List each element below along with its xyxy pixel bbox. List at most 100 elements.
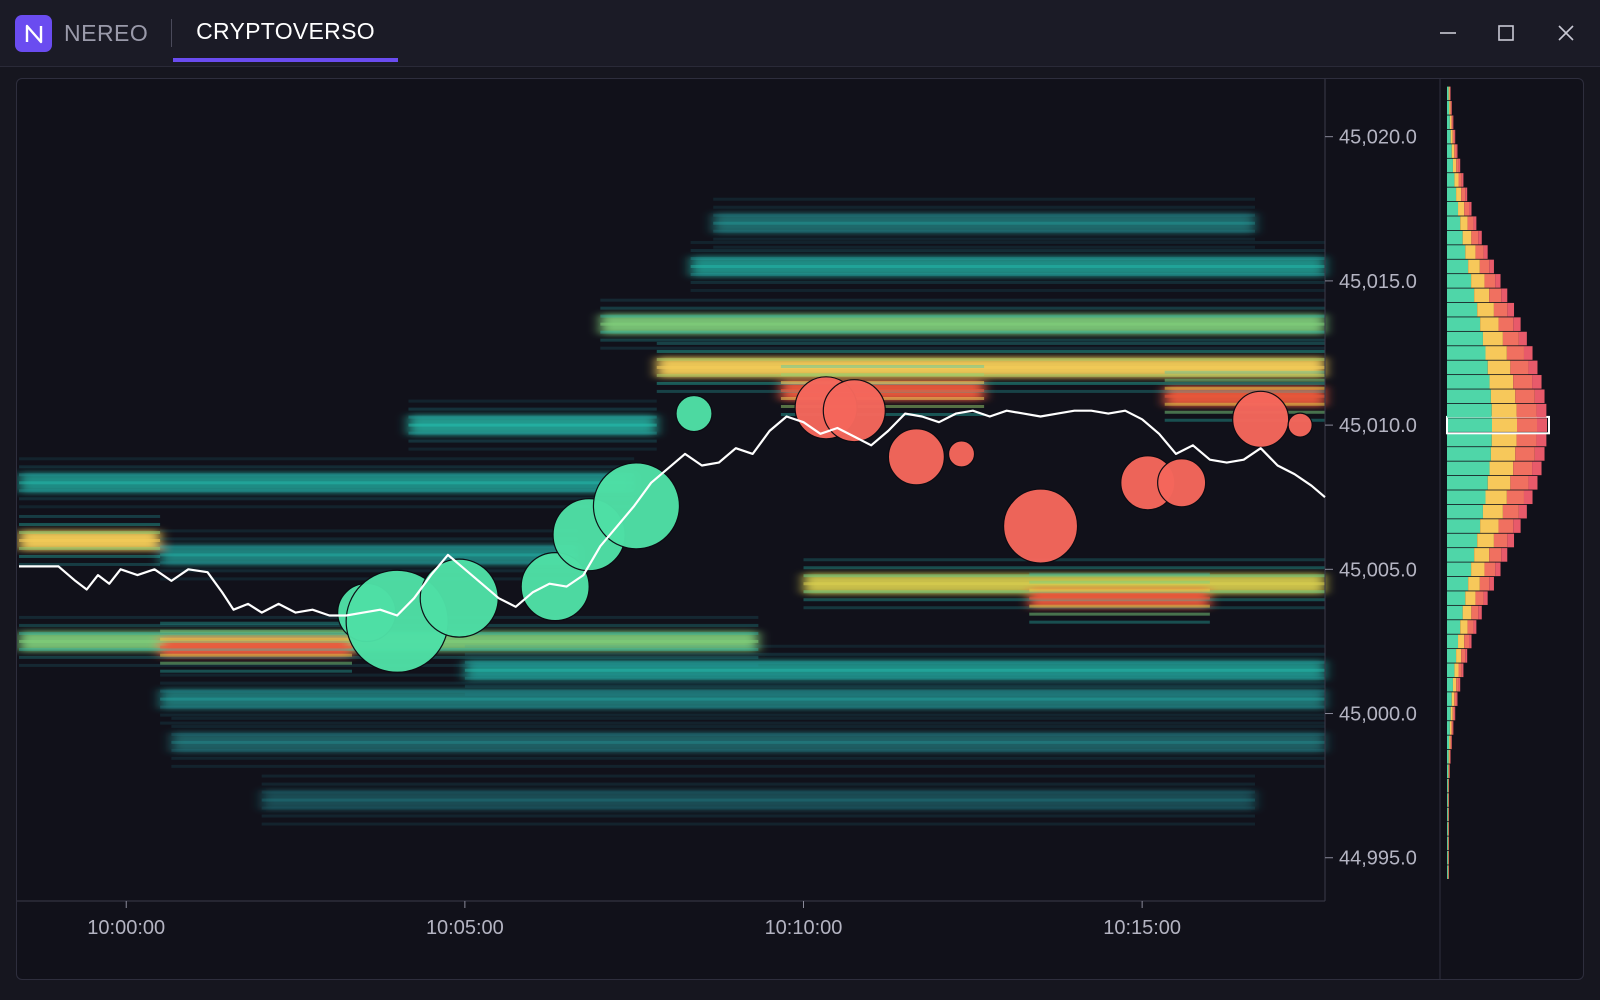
heatmap-band [160, 689, 1326, 710]
volume-profile-bar [1451, 115, 1453, 130]
volume-profile-bar [1447, 504, 1483, 519]
volume-profile-bar [1447, 706, 1451, 721]
volume-profile-bar [1478, 230, 1482, 245]
maximize-button[interactable] [1489, 16, 1523, 50]
volume-profile-bar [1450, 706, 1453, 721]
heatmap-line [261, 798, 1256, 802]
heatmap-line [1164, 386, 1325, 390]
close-button[interactable] [1549, 16, 1583, 50]
heatmap-line [160, 537, 578, 541]
volume-profile-bar [1471, 562, 1485, 577]
volume-profile-bar [1458, 201, 1465, 216]
heatmap-line [600, 306, 1325, 310]
heatmap-line [656, 357, 1325, 361]
volume-profile-bar [1469, 634, 1472, 649]
volume-profile-bar [1458, 158, 1461, 173]
volume-profile-bar [1447, 475, 1488, 490]
volume-profile-bar [1490, 447, 1516, 461]
heatmap-band [713, 213, 1256, 234]
orderbook-heatmap-chart[interactable]: 45,020.0 45,015.0 45,010.0 45,005.0 45,000.0… [17, 79, 1583, 979]
heatmap-line [160, 689, 1326, 693]
volume-profile-bar [1449, 735, 1451, 750]
minimize-icon [1440, 32, 1456, 34]
heatmap-line [690, 240, 1325, 244]
volume-profile-bar [1447, 591, 1466, 605]
volume-profile-bar [1495, 562, 1501, 577]
volume-profile-bar [1454, 706, 1456, 721]
volume-profile-bar [1447, 793, 1448, 807]
heatmap-line [780, 364, 985, 368]
volume-profile-bar [1489, 576, 1494, 591]
volume-profile-bar [1465, 591, 1476, 605]
app-name: NEREO [64, 20, 149, 46]
heatmap-line [1029, 572, 1210, 576]
heatmap-line [803, 598, 1325, 602]
volume-profile-bar [1452, 721, 1454, 735]
volume-profile-bar [1447, 793, 1449, 807]
heatmap-line [780, 372, 985, 376]
heatmap-line [19, 554, 161, 558]
volume-profile-bar [1447, 850, 1448, 865]
volume-profile-bar [1468, 259, 1480, 274]
volume-profile-bar [1447, 230, 1463, 245]
volume-profile-bar [1458, 173, 1462, 187]
volume-profile-bar [1532, 375, 1542, 389]
title-bar: NEREO CRYPTOVERSO [0, 0, 1600, 67]
heatmap-band [171, 732, 1325, 753]
heatmap-line [464, 660, 1325, 664]
volume-profile-bar [1447, 331, 1483, 346]
volume-profile-bar [1447, 649, 1457, 663]
volume-profile-bar [1462, 230, 1472, 245]
volume-profile-bar [1483, 591, 1488, 605]
volume-profile-bar [1516, 432, 1537, 447]
volume-profile-bar [1458, 677, 1461, 692]
volume-profile-bar [1447, 302, 1478, 317]
volume-profile-bar [1447, 375, 1490, 389]
volume-profile-bar [1447, 778, 1449, 793]
y-tick-label: 45,010.0 [1339, 415, 1417, 437]
volume-profile-bar [1447, 850, 1449, 865]
volume-profile-bar [1528, 360, 1538, 375]
volume-profile-bar [1518, 331, 1527, 346]
volume-profile-bar [1447, 389, 1491, 404]
volume-profile-bar [1493, 302, 1508, 317]
volume-profile-bar [1498, 519, 1514, 533]
volume-profile-bar [1447, 216, 1461, 231]
heatmap-line [780, 388, 985, 392]
volume-profile-bar [1469, 201, 1472, 216]
tab-cryptoverso[interactable]: CRYPTOVERSO [196, 18, 375, 44]
heatmap-band [600, 314, 1325, 335]
volume-profile-bar [1458, 663, 1462, 678]
active-tab-indicator [173, 58, 398, 62]
x-tick-label: 10:00:00 [87, 917, 165, 939]
price-line-layer [19, 409, 1326, 617]
volume-profile-bar [1483, 245, 1488, 259]
heatmap-band [464, 660, 1325, 681]
volume-profile-bar [1506, 490, 1524, 505]
volume-profile-bar [1447, 86, 1449, 101]
volume-profile-bar [1447, 259, 1469, 274]
volume-profile-bar [1482, 504, 1503, 519]
sell-trade-bubble [1002, 488, 1079, 564]
heatmap-line [713, 245, 1256, 249]
heatmap-line [656, 381, 1325, 385]
heatmap-line [690, 280, 1325, 284]
heatmap-line [19, 489, 635, 493]
volume-profile-bar [1507, 302, 1515, 317]
volume-profile-bar [1447, 721, 1450, 735]
volume-profile-bar [1490, 389, 1516, 404]
heatmap-line [408, 431, 657, 435]
volume-profile-bar [1454, 144, 1457, 158]
heatmap-line [19, 497, 635, 501]
volume-profile-bar [1523, 490, 1533, 505]
y-tick-label: 45,000.0 [1339, 704, 1417, 726]
heatmap-line [1029, 612, 1210, 616]
minimize-button[interactable] [1431, 16, 1465, 50]
volume-profile-bar [1447, 533, 1478, 548]
heatmap-line [171, 748, 1325, 752]
sell-trade-bubble [947, 440, 976, 468]
volume-profile-bar [1517, 418, 1537, 432]
sell-trade-bubble [1232, 390, 1290, 448]
volume-profile-bar [1449, 721, 1452, 735]
volume-profile-bar [1461, 649, 1466, 663]
